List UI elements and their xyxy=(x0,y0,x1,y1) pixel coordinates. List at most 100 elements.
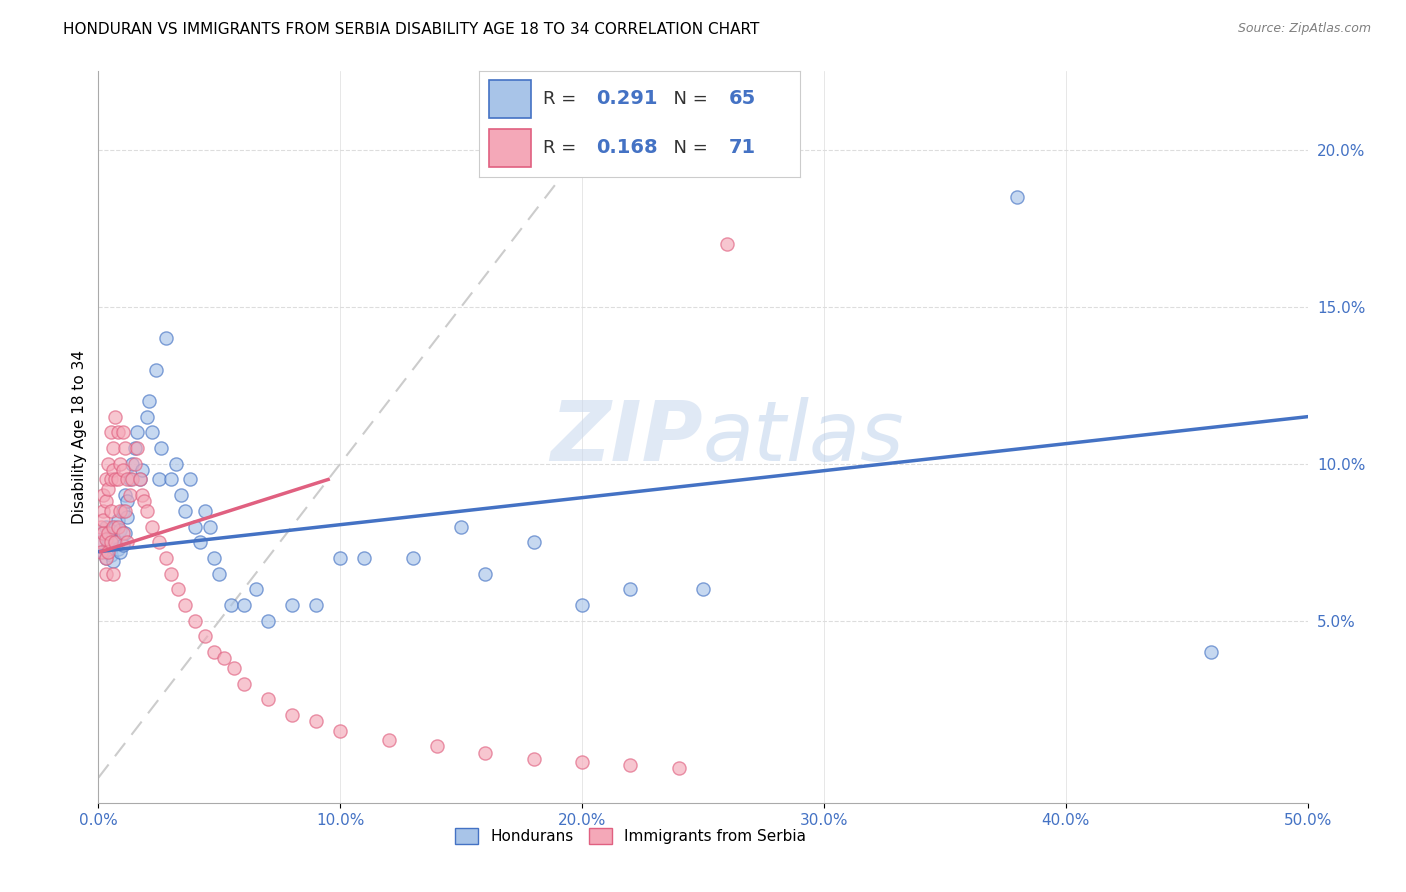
Point xyxy=(108,504,131,518)
Point xyxy=(100,541,122,556)
Point xyxy=(131,463,153,477)
Point xyxy=(127,441,149,455)
Point xyxy=(91,525,114,540)
Point xyxy=(305,714,328,728)
Point xyxy=(194,629,217,643)
Point xyxy=(571,755,593,769)
Point xyxy=(131,488,153,502)
Point xyxy=(353,550,375,565)
Y-axis label: Disability Age 18 to 34: Disability Age 18 to 34 xyxy=(72,350,87,524)
Point xyxy=(91,488,114,502)
Point xyxy=(135,504,157,518)
Text: ZIP: ZIP xyxy=(550,397,703,477)
Point xyxy=(100,523,122,537)
Point xyxy=(111,463,134,477)
Point xyxy=(94,473,117,487)
Point xyxy=(108,523,131,537)
Point xyxy=(571,598,593,612)
Point xyxy=(117,510,139,524)
Point xyxy=(204,550,226,565)
Point xyxy=(117,473,139,487)
Text: atlas: atlas xyxy=(703,397,904,477)
Point xyxy=(100,425,122,440)
Point xyxy=(94,519,117,533)
Point xyxy=(165,457,187,471)
Point xyxy=(222,661,245,675)
Point xyxy=(104,473,127,487)
Point xyxy=(221,598,243,612)
Point xyxy=(107,473,129,487)
Point xyxy=(107,425,129,440)
Point xyxy=(91,544,114,558)
Point xyxy=(208,566,231,581)
Point xyxy=(281,707,304,722)
Point xyxy=(100,504,122,518)
Point xyxy=(104,535,127,549)
Point xyxy=(90,519,112,533)
Point xyxy=(619,758,641,772)
Point xyxy=(377,733,399,747)
Point xyxy=(256,614,278,628)
Point xyxy=(716,237,738,252)
Point xyxy=(94,550,117,565)
Point xyxy=(90,535,112,549)
Point xyxy=(118,488,141,502)
Point xyxy=(97,532,120,546)
Point xyxy=(194,504,217,518)
Text: Source: ZipAtlas.com: Source: ZipAtlas.com xyxy=(1237,22,1371,36)
Point xyxy=(204,645,226,659)
Point xyxy=(97,538,120,552)
Point xyxy=(97,457,120,471)
Point xyxy=(114,525,136,540)
Point xyxy=(474,566,496,581)
Point xyxy=(145,362,167,376)
Point xyxy=(111,538,134,552)
Point xyxy=(104,519,127,533)
Point xyxy=(100,473,122,487)
Point xyxy=(111,504,134,518)
Point xyxy=(117,494,139,508)
Point xyxy=(148,535,170,549)
Point xyxy=(107,513,129,527)
Legend: Hondurans, Immigrants from Serbia: Hondurans, Immigrants from Serbia xyxy=(449,822,811,850)
Point xyxy=(256,692,278,706)
Text: HONDURAN VS IMMIGRANTS FROM SERBIA DISABILITY AGE 18 TO 34 CORRELATION CHART: HONDURAN VS IMMIGRANTS FROM SERBIA DISAB… xyxy=(63,22,759,37)
Point xyxy=(138,394,160,409)
Point xyxy=(124,457,146,471)
Point xyxy=(90,544,112,558)
Point xyxy=(127,425,149,440)
Point xyxy=(100,535,122,549)
Point xyxy=(160,473,183,487)
Point xyxy=(179,473,201,487)
Point xyxy=(169,488,191,502)
Point xyxy=(245,582,267,597)
Point xyxy=(101,566,124,581)
Point xyxy=(94,566,117,581)
Point xyxy=(474,746,496,760)
Point xyxy=(108,457,131,471)
Point xyxy=(523,752,546,766)
Point xyxy=(121,473,143,487)
Point xyxy=(128,473,150,487)
Point xyxy=(97,482,120,496)
Point xyxy=(167,582,190,597)
Point xyxy=(523,535,546,549)
Point xyxy=(97,525,120,540)
Point xyxy=(148,473,170,487)
Point xyxy=(174,504,197,518)
Point xyxy=(121,457,143,471)
Point xyxy=(426,739,449,754)
Point xyxy=(174,598,197,612)
Point xyxy=(160,566,183,581)
Point xyxy=(111,425,134,440)
Point xyxy=(184,614,207,628)
Point xyxy=(135,409,157,424)
Point xyxy=(305,598,328,612)
Point xyxy=(232,598,254,612)
Point xyxy=(184,519,207,533)
Point xyxy=(107,541,129,556)
Point xyxy=(94,494,117,508)
Point xyxy=(155,550,177,565)
Point xyxy=(101,519,124,533)
Point xyxy=(114,441,136,455)
